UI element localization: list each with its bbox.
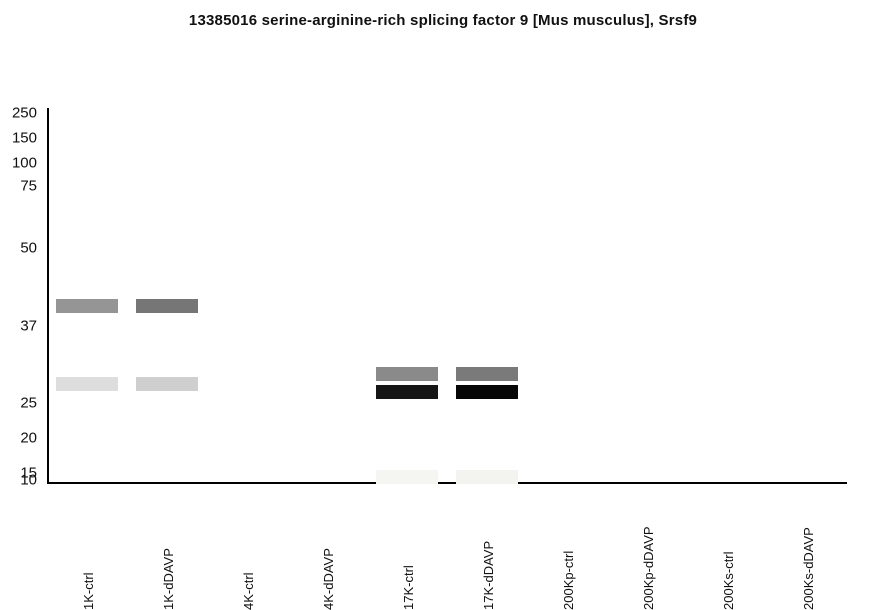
protein-band-lane1-27.5kda xyxy=(136,377,198,391)
protein-band-lane5-12kda xyxy=(456,470,518,484)
y-axis-tick-150: 150 xyxy=(1,130,37,147)
lane-label-0: 1K-ctrl xyxy=(81,596,96,610)
lane-label-8: 200Ks-ctrl xyxy=(721,596,736,610)
y-axis-tick-10: 10 xyxy=(1,472,37,489)
protein-band-lane1-40kda xyxy=(136,299,198,313)
protein-band-lane0-27.5kda xyxy=(56,377,118,391)
y-axis-tick-25: 25 xyxy=(1,395,37,412)
y-axis-tick-250: 250 xyxy=(1,105,37,122)
lane-label-2: 4K-ctrl xyxy=(241,596,256,610)
lane-label-6: 200Kp-ctrl xyxy=(561,596,576,610)
lane-label-1: 1K-dDAVP xyxy=(161,596,176,610)
y-axis-line xyxy=(47,108,49,483)
y-axis-tick-50: 50 xyxy=(1,240,37,257)
lane-label-3: 4K-dDAVP xyxy=(321,596,336,610)
y-axis-tick-75: 75 xyxy=(1,178,37,195)
protein-band-lane5-29kda xyxy=(456,367,518,381)
protein-band-lane4-12kda xyxy=(376,470,438,484)
protein-band-lane4-26.5kda xyxy=(376,385,438,399)
y-axis-tick-20: 20 xyxy=(1,430,37,447)
plot-area: 250 150 100 75 50 37 25 20 15 10 1K-ctrl 1K-dDAVP 4… xyxy=(47,108,847,483)
y-axis-tick-100: 100 xyxy=(1,155,37,172)
x-axis-line xyxy=(47,482,847,484)
lane-label-9: 200Ks-dDAVP xyxy=(801,596,816,610)
protein-band-lane0-40kda xyxy=(56,299,118,313)
western-blot-figure: 13385016 serine-arginine-rich splicing f… xyxy=(0,0,886,595)
lane-label-5: 17K-dDAVP xyxy=(481,596,496,610)
protein-band-lane4-29kda xyxy=(376,367,438,381)
lane-label-7: 200Kp-dDAVP xyxy=(641,596,656,610)
lane-label-4: 17K-ctrl xyxy=(401,596,416,610)
y-axis-tick-37: 37 xyxy=(1,318,37,335)
chart-title: 13385016 serine-arginine-rich splicing f… xyxy=(0,12,886,29)
protein-band-lane5-26.5kda xyxy=(456,385,518,399)
